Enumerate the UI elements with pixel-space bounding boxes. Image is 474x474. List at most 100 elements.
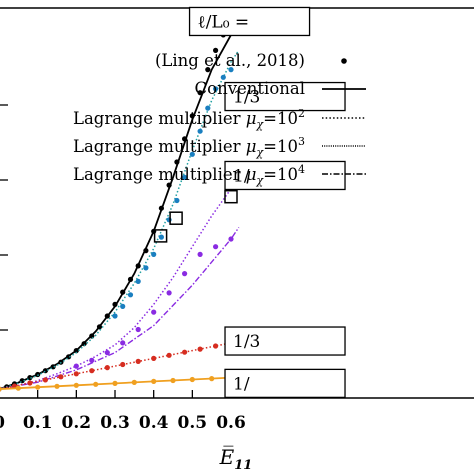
data-point-s10-3 [54, 383, 60, 389]
data-point-s1-25 [189, 113, 195, 119]
box-label-2: 1/ [224, 160, 346, 191]
data-point-s3-11 [197, 128, 203, 134]
data-point-s3-8 [174, 197, 180, 204]
data-point-s3-1 [120, 303, 126, 309]
data-point-s1-11 [81, 341, 87, 347]
legend-label-lm3: Lagrange multiplier μχ=103 [73, 135, 305, 159]
data-point-s1-18 [135, 263, 141, 269]
data-point-s3-0 [112, 313, 118, 319]
data-point-s6-1 [89, 357, 95, 363]
data-point-s6-3 [120, 340, 126, 346]
legend: (Ling et al., 2018) Conventional Lagrang… [73, 51, 366, 187]
data-point-s1-26 [197, 90, 203, 96]
box-label-frame-0 [188, 6, 311, 37]
box-label-3: 1/3 [224, 326, 346, 356]
data-point-s3-13 [213, 86, 219, 92]
data-point-s6-5 [151, 309, 157, 315]
plot-area [0, 20, 240, 392]
data-point-s10-4 [73, 382, 79, 388]
data-point-s10-0 [0, 386, 2, 392]
box-label-frame-3 [224, 326, 346, 356]
data-point-s1-17 [127, 276, 134, 282]
data-point-s6-6 [166, 290, 172, 296]
data-point-s1-13 [96, 324, 103, 330]
data-point-s10-6 [112, 380, 118, 386]
data-point-s10-10 [189, 376, 195, 383]
box-labels: ℓ/L₀ = 1/3 1/1/3 1/ [188, 6, 346, 399]
data-point-s3-15 [228, 67, 234, 73]
data-point-s8-8 [120, 361, 126, 368]
data-point-s6-4 [135, 326, 141, 333]
square-marker-0 [153, 229, 168, 243]
data-point-s8-5 [73, 371, 79, 377]
data-point-s3-6 [158, 234, 164, 240]
data-point-s6-10 [228, 236, 234, 242]
square-marker-1 [169, 211, 183, 225]
series-line-7 [0, 340, 239, 390]
data-point-s8-7 [104, 365, 110, 371]
legend-marker-ling [341, 58, 347, 64]
data-point-s10-8 [151, 378, 157, 384]
data-point-s1-27 [205, 67, 211, 73]
data-point-s1-21 [158, 205, 164, 211]
x-tick-label-6: 0.6 [216, 413, 246, 433]
x-tick-label-4: 0.4 [139, 413, 169, 433]
data-point-s1-4 [27, 375, 33, 381]
data-point-s1-6 [42, 368, 49, 374]
data-point-s8-6 [89, 368, 95, 374]
legend-label-ling: (Ling et al., 2018) [155, 51, 305, 70]
data-point-s3-9 [182, 174, 188, 180]
data-point-s10-7 [131, 379, 137, 385]
box-label-frame-4 [224, 368, 346, 399]
square-marker-2 [224, 189, 238, 204]
data-point-s3-3 [135, 278, 141, 284]
data-point-s3-4 [143, 265, 149, 271]
data-point-s3-7 [166, 217, 172, 223]
data-point-s10-9 [170, 377, 176, 384]
legend-label-conventional: Conventional [195, 79, 305, 98]
box-label-text-4: 1/ [233, 374, 250, 394]
data-point-s8-2 [27, 380, 33, 386]
data-point-s1-22 [166, 182, 172, 188]
data-point-s10-5 [93, 381, 99, 387]
x-axis-label: E̅11 [219, 444, 253, 473]
data-point-s3-14 [220, 74, 226, 80]
box-label-0: ℓ/L₀ = [188, 6, 311, 37]
data-point-s10-1 [15, 385, 21, 391]
data-point-s1-14 [104, 313, 110, 319]
box-label-frame-1 [224, 81, 346, 112]
data-point-s10-11 [209, 376, 215, 382]
x-tick-label-5: 0.5 [178, 413, 208, 433]
data-point-s1-19 [143, 248, 149, 254]
box-label-1: 1/3 [224, 81, 346, 112]
box-label-text-1: 1/3 [233, 88, 260, 108]
data-point-s1-10 [73, 348, 79, 354]
data-point-s1-24 [182, 136, 188, 142]
box-label-text-3: 1/3 [233, 332, 260, 352]
data-point-s1-23 [174, 159, 180, 165]
box-label-frame-2 [224, 160, 346, 191]
data-point-s1-28 [213, 47, 219, 54]
data-point-s8-3 [42, 377, 49, 383]
data-point-s1-15 [112, 301, 118, 307]
x-tick-label-3: 0.3 [100, 413, 130, 433]
x-tick-label-1: 0.1 [23, 413, 53, 433]
x-tick-label-2: 0.2 [62, 413, 92, 433]
data-point-s6-0 [73, 363, 79, 369]
data-point-s6-8 [197, 251, 203, 257]
data-point-s1-16 [120, 289, 126, 295]
data-point-s6-7 [182, 271, 188, 277]
series-line-2 [0, 49, 240, 390]
box-label-text-0: ℓ/L₀ = [198, 12, 250, 32]
data-point-s8-13 [197, 346, 203, 352]
data-point-s8-11 [166, 352, 172, 358]
data-point-s8-10 [151, 355, 157, 361]
data-point-s8-14 [213, 343, 219, 349]
data-point-s10-2 [35, 384, 41, 390]
legend-label-lm4: Lagrange multiplier μχ=104 [73, 163, 305, 187]
data-point-s8-12 [182, 349, 188, 355]
legend-label-lm2: Lagrange multiplier μχ=102 [73, 107, 305, 131]
data-point-s8-4 [58, 374, 64, 380]
data-point-s3-5 [151, 251, 157, 257]
